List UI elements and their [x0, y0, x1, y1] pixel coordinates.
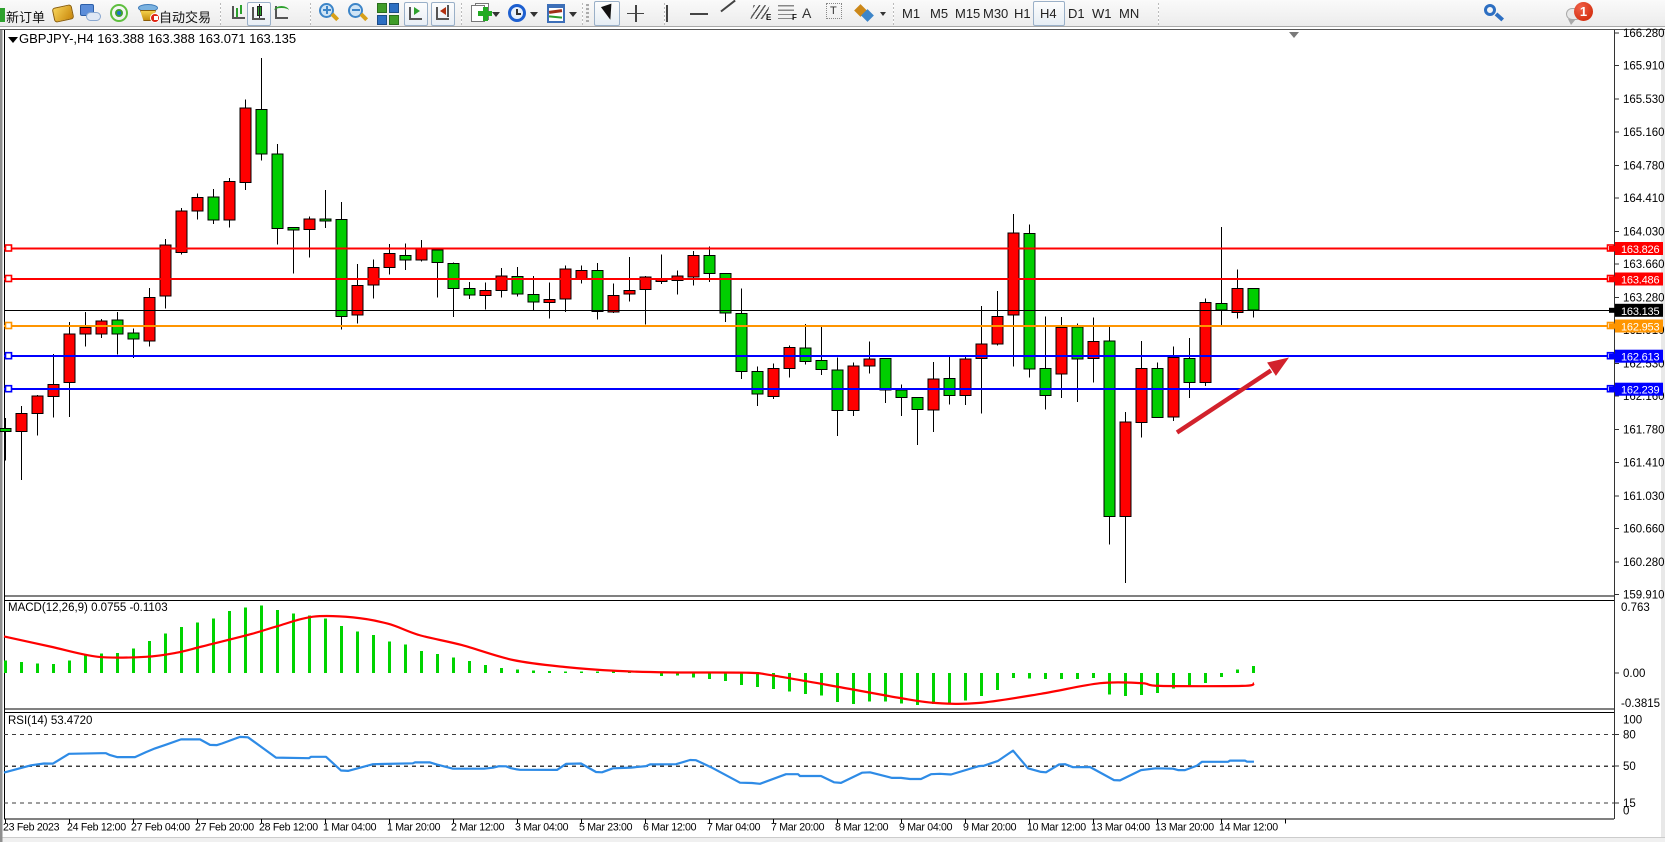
svg-text:-0.3815: -0.3815 — [1621, 698, 1660, 710]
svg-text:0.763: 0.763 — [1621, 602, 1650, 614]
svg-text:160.660: 160.660 — [1623, 523, 1665, 535]
svg-text:161.030: 161.030 — [1623, 491, 1665, 503]
svg-text:23 Feb 2023: 23 Feb 2023 — [3, 822, 60, 834]
svg-text:162.613: 162.613 — [1621, 352, 1659, 364]
svg-text:GBPJPY-,H4 163.388 163.388 16: GBPJPY-,H4 163.388 163.388 163.071 163.1… — [19, 31, 296, 46]
svg-text:50: 50 — [1623, 761, 1636, 773]
svg-text:28 Feb 12:00: 28 Feb 12:00 — [259, 822, 318, 834]
svg-text:13 Mar 20:00: 13 Mar 20:00 — [1155, 822, 1214, 834]
svg-text:100: 100 — [1623, 715, 1642, 727]
svg-text:164.780: 164.780 — [1623, 160, 1665, 172]
svg-text:163.280: 163.280 — [1623, 293, 1665, 305]
svg-text:8 Mar 12:00: 8 Mar 12:00 — [835, 822, 889, 834]
svg-text:165.910: 165.910 — [1623, 61, 1665, 73]
svg-text:RSI(14) 53.4720: RSI(14) 53.4720 — [8, 715, 92, 727]
svg-text:160.280: 160.280 — [1623, 557, 1665, 569]
svg-text:0.00: 0.00 — [1623, 668, 1645, 680]
svg-text:159.910: 159.910 — [1623, 590, 1665, 602]
svg-text:165.530: 165.530 — [1623, 94, 1665, 106]
svg-text:80: 80 — [1623, 730, 1636, 742]
svg-text:6 Mar 12:00: 6 Mar 12:00 — [643, 822, 697, 834]
svg-text:162.953: 162.953 — [1621, 322, 1659, 334]
svg-text:1 Mar 04:00: 1 Mar 04:00 — [323, 822, 377, 834]
svg-text:163.660: 163.660 — [1623, 259, 1665, 271]
svg-text:24 Feb 12:00: 24 Feb 12:00 — [67, 822, 126, 834]
svg-text:7 Mar 04:00: 7 Mar 04:00 — [707, 822, 761, 834]
svg-text:2 Mar 12:00: 2 Mar 12:00 — [451, 822, 505, 834]
svg-text:166.280: 166.280 — [1623, 28, 1665, 40]
svg-text:MACD(12,26,9) 0.0755 -0.1103: MACD(12,26,9) 0.0755 -0.1103 — [8, 602, 168, 614]
svg-text:3 Mar 04:00: 3 Mar 04:00 — [515, 822, 569, 834]
svg-text:0: 0 — [1623, 806, 1629, 818]
svg-text:9 Mar 20:00: 9 Mar 20:00 — [963, 822, 1017, 834]
svg-text:164.030: 164.030 — [1623, 226, 1665, 238]
svg-text:165.160: 165.160 — [1623, 127, 1665, 139]
svg-text:164.410: 164.410 — [1623, 193, 1665, 205]
svg-text:162.239: 162.239 — [1621, 385, 1659, 397]
svg-text:27 Feb 04:00: 27 Feb 04:00 — [131, 822, 190, 834]
svg-text:13 Mar 04:00: 13 Mar 04:00 — [1091, 822, 1150, 834]
svg-text:10 Mar 12:00: 10 Mar 12:00 — [1027, 822, 1086, 834]
svg-text:163.486: 163.486 — [1621, 275, 1659, 287]
svg-text:7 Mar 20:00: 7 Mar 20:00 — [771, 822, 825, 834]
svg-text:9 Mar 04:00: 9 Mar 04:00 — [899, 822, 953, 834]
svg-text:161.410: 161.410 — [1623, 457, 1665, 469]
svg-text:5 Mar 23:00: 5 Mar 23:00 — [579, 822, 633, 834]
svg-text:15: 15 — [1623, 798, 1636, 810]
svg-text:27 Feb 20:00: 27 Feb 20:00 — [195, 822, 254, 834]
svg-text:163.826: 163.826 — [1621, 244, 1659, 256]
svg-text:14 Mar 12:00: 14 Mar 12:00 — [1219, 822, 1278, 834]
svg-text:1 Mar 20:00: 1 Mar 20:00 — [387, 822, 441, 834]
svg-text:163.135: 163.135 — [1621, 306, 1659, 318]
svg-text:161.780: 161.780 — [1623, 425, 1665, 437]
